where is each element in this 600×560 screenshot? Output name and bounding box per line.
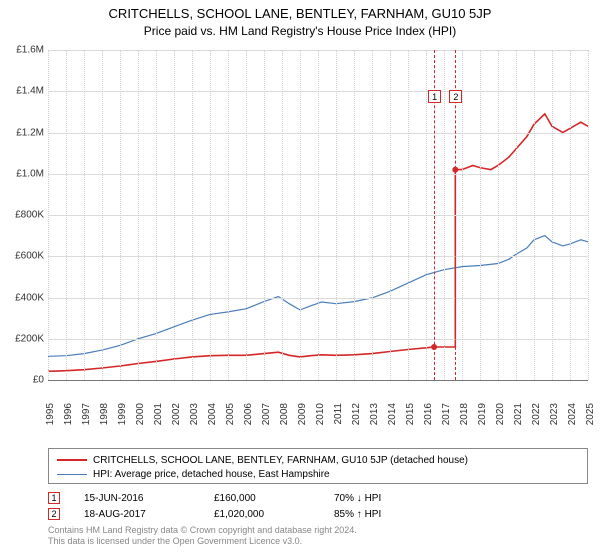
x-tick-label: 2025	[585, 403, 596, 425]
x-tick-label: 2024	[567, 403, 578, 425]
y-tick-label: £1.6M	[0, 45, 44, 56]
y-tick-label: £1.2M	[0, 127, 44, 138]
x-tick-label: 2004	[207, 403, 218, 425]
x-tick-label: 2005	[225, 403, 236, 425]
x-tick-label: 2022	[531, 403, 542, 425]
sales-table: 1 15-JUN-2016 £160,000 70% ↓ HPI 2 18-AU…	[48, 490, 588, 522]
x-gridline	[570, 50, 571, 380]
x-gridline	[264, 50, 265, 380]
x-gridline	[552, 50, 553, 380]
legend-label-2: HPI: Average price, detached house, East…	[93, 469, 330, 480]
x-gridline	[120, 50, 121, 380]
x-tick-label: 2001	[153, 403, 164, 425]
sales-price-2: £1,020,000	[214, 509, 334, 520]
x-gridline	[516, 50, 517, 380]
x-gridline	[282, 50, 283, 380]
x-axis-baseline	[48, 380, 588, 381]
x-tick-label: 1999	[117, 403, 128, 425]
x-gridline	[588, 50, 589, 380]
y-tick-label: £200K	[0, 333, 44, 344]
plot-area: £0£200K£400K£600K£800K£1.0M£1.2M£1.4M£1.…	[48, 50, 588, 380]
x-tick-label: 2012	[351, 403, 362, 425]
x-tick-label: 1995	[45, 403, 56, 425]
footer-line-2: This data is licensed under the Open Gov…	[48, 536, 588, 547]
x-tick-label: 2002	[171, 403, 182, 425]
sales-diff-2: 85% ↑ HPI	[334, 509, 444, 520]
x-gridline	[354, 50, 355, 380]
sales-price-1: £160,000	[214, 493, 334, 504]
y-tick-label: £1.0M	[0, 168, 44, 179]
chart-title: CRITCHELLS, SCHOOL LANE, BENTLEY, FARNHA…	[0, 0, 600, 21]
x-gridline	[534, 50, 535, 380]
x-tick-label: 2018	[459, 403, 470, 425]
x-gridline	[408, 50, 409, 380]
x-gridline	[228, 50, 229, 380]
chart-area: £0£200K£400K£600K£800K£1.0M£1.2M£1.4M£1.…	[48, 50, 588, 410]
footer-line-1: Contains HM Land Registry data © Crown c…	[48, 525, 588, 536]
x-gridline	[156, 50, 157, 380]
chart-subtitle: Price paid vs. HM Land Registry's House …	[0, 21, 600, 38]
x-gridline	[246, 50, 247, 380]
sales-diff-1: 70% ↓ HPI	[334, 493, 444, 504]
x-tick-label: 2011	[333, 403, 344, 425]
x-gridline	[84, 50, 85, 380]
x-tick-label: 2017	[441, 403, 452, 425]
x-gridline	[336, 50, 337, 380]
x-gridline	[174, 50, 175, 380]
x-tick-label: 1998	[99, 403, 110, 425]
y-tick-label: £1.4M	[0, 86, 44, 97]
x-gridline	[192, 50, 193, 380]
x-gridline	[444, 50, 445, 380]
x-tick-label: 2008	[279, 403, 290, 425]
x-gridline	[300, 50, 301, 380]
sales-date-2: 18-AUG-2017	[84, 509, 214, 520]
legend-label-1: CRITCHELLS, SCHOOL LANE, BENTLEY, FARNHA…	[93, 455, 468, 466]
x-tick-label: 2003	[189, 403, 200, 425]
x-tick-label: 2016	[423, 403, 434, 425]
x-gridline	[102, 50, 103, 380]
sales-date-1: 15-JUN-2016	[84, 493, 214, 504]
x-tick-label: 2015	[405, 403, 416, 425]
x-tick-label: 1997	[81, 403, 92, 425]
x-gridline	[480, 50, 481, 380]
x-tick-label: 2020	[495, 403, 506, 425]
sales-row-2: 2 18-AUG-2017 £1,020,000 85% ↑ HPI	[48, 506, 588, 522]
sales-marker-1: 1	[48, 492, 60, 504]
x-tick-label: 2023	[549, 403, 560, 425]
x-tick-label: 2000	[135, 403, 146, 425]
legend-row-1: CRITCHELLS, SCHOOL LANE, BENTLEY, FARNHA…	[57, 453, 579, 467]
footer: Contains HM Land Registry data © Crown c…	[48, 525, 588, 548]
x-gridline	[372, 50, 373, 380]
x-gridline	[426, 50, 427, 380]
marker-label-2: 2	[449, 90, 462, 103]
legend-swatch-1	[57, 459, 87, 461]
y-tick-label: £400K	[0, 292, 44, 303]
x-tick-label: 2021	[513, 403, 524, 425]
x-tick-label: 2006	[243, 403, 254, 425]
x-gridline	[318, 50, 319, 380]
x-tick-label: 2019	[477, 403, 488, 425]
y-tick-label: £0	[0, 375, 44, 386]
y-tick-label: £600K	[0, 251, 44, 262]
x-gridline	[498, 50, 499, 380]
x-gridline	[138, 50, 139, 380]
y-tick-label: £800K	[0, 210, 44, 221]
x-gridline	[390, 50, 391, 380]
x-tick-label: 1996	[63, 403, 74, 425]
sales-marker-2: 2	[48, 508, 60, 520]
x-tick-label: 2010	[315, 403, 326, 425]
chart-container: CRITCHELLS, SCHOOL LANE, BENTLEY, FARNHA…	[0, 0, 600, 560]
legend-row-2: HPI: Average price, detached house, East…	[57, 467, 579, 481]
x-gridline	[210, 50, 211, 380]
sales-row-1: 1 15-JUN-2016 £160,000 70% ↓ HPI	[48, 490, 588, 506]
legend-swatch-2	[57, 474, 87, 475]
x-gridline	[48, 50, 49, 380]
x-tick-label: 2014	[387, 403, 398, 425]
x-tick-label: 2013	[369, 403, 380, 425]
x-tick-label: 2009	[297, 403, 308, 425]
legend: CRITCHELLS, SCHOOL LANE, BENTLEY, FARNHA…	[48, 448, 588, 484]
marker-label-1: 1	[428, 90, 441, 103]
x-gridline	[66, 50, 67, 380]
x-tick-label: 2007	[261, 403, 272, 425]
